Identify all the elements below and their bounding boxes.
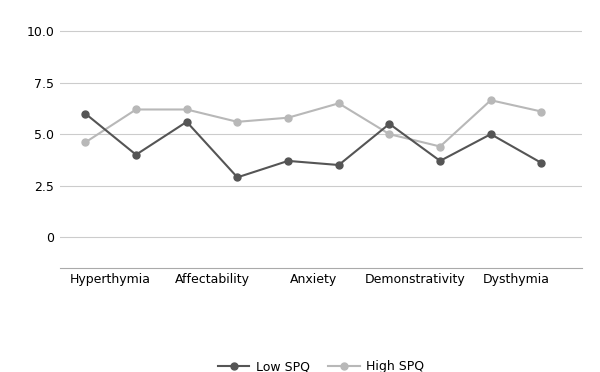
Line: High SPQ: High SPQ: [82, 97, 545, 150]
Legend: Low SPQ, High SPQ: Low SPQ, High SPQ: [213, 355, 429, 372]
High SPQ: [133, 107, 140, 112]
Low SPQ: [82, 111, 89, 116]
Low SPQ: [234, 175, 241, 180]
Low SPQ: [386, 122, 393, 126]
Low SPQ: [487, 132, 494, 137]
Low SPQ: [183, 119, 190, 124]
High SPQ: [234, 119, 241, 124]
Low SPQ: [538, 161, 545, 165]
Low SPQ: [436, 159, 443, 163]
Low SPQ: [133, 153, 140, 157]
High SPQ: [487, 98, 494, 102]
High SPQ: [183, 107, 190, 112]
High SPQ: [284, 115, 292, 120]
High SPQ: [436, 144, 443, 149]
Low SPQ: [335, 163, 343, 167]
High SPQ: [82, 140, 89, 145]
Line: Low SPQ: Low SPQ: [82, 110, 545, 181]
High SPQ: [386, 132, 393, 137]
High SPQ: [335, 101, 343, 106]
Low SPQ: [284, 159, 292, 163]
High SPQ: [538, 109, 545, 114]
